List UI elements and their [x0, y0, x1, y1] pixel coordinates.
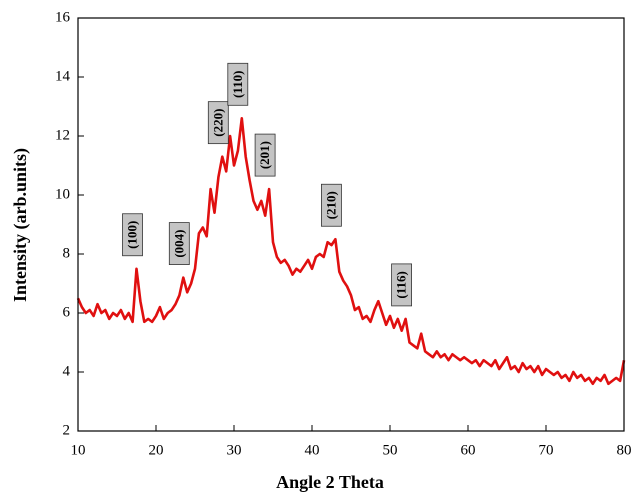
annotation-box	[122, 213, 143, 257]
peak-annotation: (004)	[168, 222, 190, 266]
annotation-box	[254, 133, 276, 177]
peak-annotation: (201)	[254, 133, 276, 177]
peak-annotation: (220)	[207, 101, 229, 145]
x-tick-label: 20	[149, 442, 164, 458]
annotation-label: (210)	[323, 191, 338, 219]
x-tick-label: 40	[305, 442, 320, 458]
annotation-label: (220)	[210, 109, 225, 137]
annotation-label: (116)	[394, 271, 409, 298]
x-tick-label: 10	[71, 442, 86, 458]
annotation-box	[227, 62, 249, 106]
y-tick-label: 6	[63, 304, 71, 320]
peak-annotation: (100)	[122, 213, 143, 257]
annotation-box	[391, 263, 413, 307]
y-tick-label: 8	[63, 245, 71, 261]
x-tick-label: 50	[383, 442, 398, 458]
x-tick-label: 30	[227, 442, 242, 458]
x-tick-label: 80	[617, 442, 631, 458]
x-tick-label: 60	[461, 442, 476, 458]
peak-annotation: (110)	[227, 62, 249, 106]
annotation-box	[207, 101, 229, 145]
annotation-label: (201)	[257, 141, 272, 169]
y-tick-label: 12	[55, 127, 70, 143]
y-tick-label: 10	[55, 186, 70, 202]
y-tick-label: 4	[63, 363, 71, 379]
annotation-box	[168, 222, 190, 266]
data-line	[76, 117, 626, 386]
y-tick-label: 2	[63, 422, 71, 438]
y-tick-label: 16	[55, 9, 71, 25]
annotation-label: (110)	[230, 71, 245, 98]
y-axis-title: Intensity (arb.units)	[10, 148, 31, 302]
x-tick-label: 70	[539, 442, 554, 458]
annotation-box	[320, 183, 342, 227]
x-axis-title: Angle 2 Theta	[276, 472, 384, 492]
peak-annotation: (116)	[391, 263, 413, 307]
peak-annotation: (210)	[320, 183, 342, 227]
y-tick-label: 14	[55, 68, 71, 84]
annotation-label: (100)	[124, 221, 139, 249]
plot-frame	[77, 17, 625, 432]
annotation-label: (004)	[171, 230, 186, 258]
